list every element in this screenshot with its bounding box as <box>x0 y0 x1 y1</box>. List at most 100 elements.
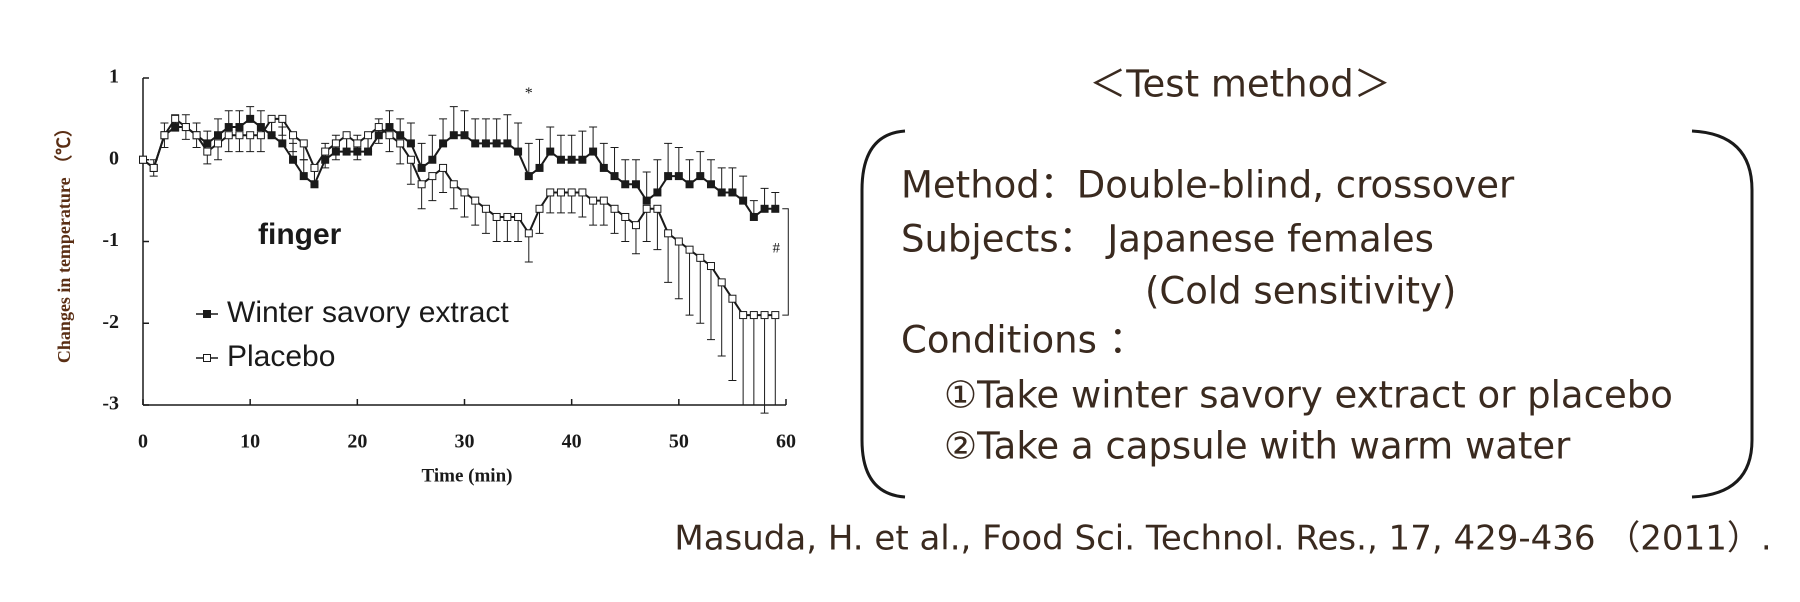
error-bar <box>739 175 748 201</box>
error-bar <box>653 208 662 251</box>
error-bar <box>664 233 673 283</box>
marker <box>471 139 480 148</box>
marker <box>481 139 490 148</box>
error-bar <box>599 200 608 226</box>
marker <box>385 131 394 140</box>
error-bar <box>460 110 469 136</box>
method-line: ②Take a capsule with warm water <box>944 425 1571 468</box>
marker <box>706 180 715 189</box>
marker <box>214 131 223 140</box>
marker <box>192 131 201 140</box>
marker <box>706 262 715 271</box>
error-bar <box>439 118 448 144</box>
marker <box>149 163 158 172</box>
marker <box>599 196 608 205</box>
error-bar <box>578 192 587 218</box>
error-bar <box>706 266 715 341</box>
y-tick-label: 1 <box>109 66 119 88</box>
marker <box>642 196 651 205</box>
error-bar <box>567 134 576 160</box>
marker <box>610 204 619 213</box>
error-bar <box>717 282 726 357</box>
marker <box>567 188 576 197</box>
error-bar <box>589 126 598 152</box>
marker <box>417 180 426 189</box>
marker <box>460 131 469 140</box>
marker <box>760 204 769 213</box>
marker <box>181 123 190 132</box>
error-bar <box>642 208 651 242</box>
legend-marker <box>203 310 211 318</box>
error-bar <box>481 208 490 234</box>
marker <box>299 139 308 148</box>
marker <box>578 155 587 164</box>
marker <box>653 204 662 213</box>
error-bar <box>406 159 415 185</box>
error-bar <box>589 200 598 226</box>
citation: Masuda, H. et al., Food Sci. Technol. Re… <box>674 519 1771 559</box>
marker <box>353 139 362 148</box>
method-title: ＜Test method＞ <box>1089 63 1391 106</box>
marker <box>492 139 501 148</box>
marker <box>299 172 308 181</box>
marker <box>524 172 533 181</box>
error-bar <box>739 315 748 406</box>
error-bar <box>749 315 758 406</box>
marker <box>589 196 598 205</box>
method-line: Conditions ： <box>901 319 1146 362</box>
error-bar <box>417 184 426 210</box>
error-bar <box>760 315 769 414</box>
marker <box>696 172 705 181</box>
marker <box>739 311 748 320</box>
x-tick-label: 30 <box>455 431 475 453</box>
error-bar <box>556 134 565 160</box>
marker <box>406 155 415 164</box>
marker <box>289 155 298 164</box>
marker <box>546 147 555 156</box>
x-tick-label: 10 <box>240 431 260 453</box>
marker <box>567 155 576 164</box>
x-tick-label: 0 <box>138 431 148 453</box>
error-bar <box>439 167 448 193</box>
error-bar <box>492 118 501 144</box>
marker <box>631 221 640 230</box>
error-bar <box>514 216 523 242</box>
marker <box>460 188 469 197</box>
marker <box>406 139 415 148</box>
marker <box>589 147 598 156</box>
error-bar <box>428 176 437 202</box>
marker <box>224 123 233 132</box>
marker <box>610 172 619 181</box>
x-axis-label: Time (min) <box>422 465 513 486</box>
error-bar <box>771 315 780 406</box>
error-bar <box>631 159 640 185</box>
marker <box>246 131 255 140</box>
marker <box>342 131 351 140</box>
marker <box>728 188 737 197</box>
marker <box>214 139 223 148</box>
marker <box>503 139 512 148</box>
error-bar <box>514 122 523 152</box>
marker <box>771 311 780 320</box>
marker <box>331 139 340 148</box>
marker <box>664 172 673 181</box>
marker <box>439 139 448 148</box>
marker <box>256 131 265 140</box>
marker <box>717 278 726 287</box>
marker <box>514 147 523 156</box>
marker <box>771 204 780 213</box>
marker <box>621 212 630 221</box>
error-bar <box>664 142 673 177</box>
marker <box>428 155 437 164</box>
series-line <box>142 117 776 317</box>
error-bar <box>685 159 694 185</box>
marker <box>139 155 147 164</box>
error-bar <box>674 146 683 177</box>
marker <box>514 212 523 221</box>
x-tick-label: 20 <box>347 431 367 453</box>
error-bar <box>428 134 437 160</box>
x-tick-label: 50 <box>669 431 689 453</box>
annotation: # <box>773 240 781 256</box>
marker <box>203 139 212 148</box>
annotation: * <box>525 85 533 102</box>
